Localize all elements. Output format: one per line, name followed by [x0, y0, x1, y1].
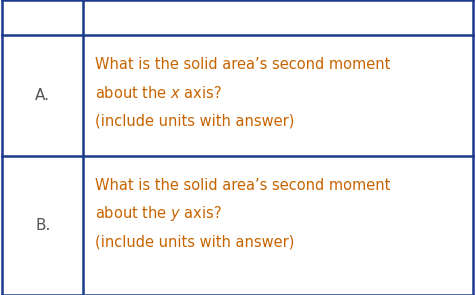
- Text: A.: A.: [35, 88, 50, 103]
- Text: (include units with answer): (include units with answer): [95, 114, 295, 128]
- Text: What is the solid area’s second moment: What is the solid area’s second moment: [95, 178, 390, 193]
- Text: about the $\it{y}$ axis?: about the $\it{y}$ axis?: [95, 204, 222, 223]
- Text: B.: B.: [35, 218, 50, 233]
- Text: (include units with answer): (include units with answer): [95, 235, 295, 249]
- Text: about the $\it{x}$ axis?: about the $\it{x}$ axis?: [95, 85, 222, 101]
- Text: What is the solid area’s second moment: What is the solid area’s second moment: [95, 58, 390, 72]
